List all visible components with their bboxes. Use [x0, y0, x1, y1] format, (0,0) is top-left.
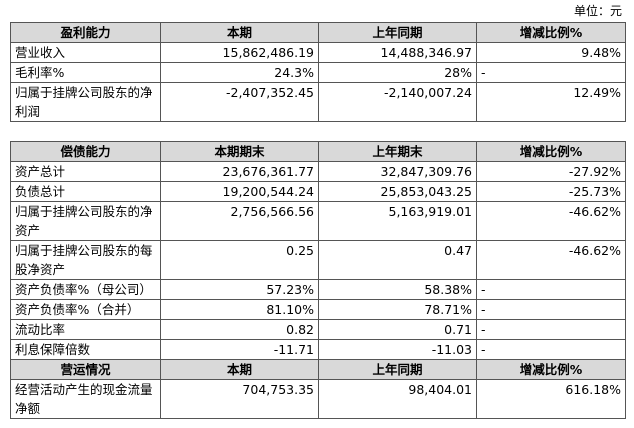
value-cell: 19,200,544.24 — [160, 181, 319, 202]
header-cell: 本期 — [160, 22, 319, 43]
value-cell: 78.71% — [318, 299, 477, 320]
value-cell: - — [476, 299, 626, 320]
data-row: 资产负债率%（合并） 81.10% 78.71% - — [10, 299, 626, 320]
unit-note: 单位：元 — [573, 4, 622, 18]
row-label: 利息保障倍数 — [10, 339, 161, 360]
value-cell: -46.62% — [476, 201, 626, 241]
value-cell: -2,140,007.24 — [318, 82, 477, 122]
value-cell: 5,163,919.01 — [318, 201, 477, 241]
value-cell: 25,853,043.25 — [318, 181, 477, 202]
row-label: 归属于挂牌公司股东的净利润 — [10, 82, 161, 122]
value-cell: -11.03 — [318, 339, 477, 360]
value-cell: 0.25 — [160, 240, 319, 280]
row-label: 流动比率 — [10, 319, 161, 340]
value-cell: 32,847,309.76 — [318, 161, 477, 182]
header-cell: 增减比例% — [476, 141, 626, 162]
header-cell: 增减比例% — [476, 359, 626, 380]
value-cell: 81.10% — [160, 299, 319, 320]
data-row: 经营活动产生的现金流量净额 704,753.35 98,404.01 616.18% — [10, 379, 626, 419]
header-row: 营运情况 本期 上年同期 增减比例% — [10, 359, 626, 380]
value-cell: -46.62% — [476, 240, 626, 280]
row-label: 资产总计 — [10, 161, 161, 182]
data-row: 流动比率 0.82 0.71- — [10, 319, 626, 340]
data-row: 利息保障倍数 -11.71 -11.03- — [10, 339, 626, 360]
row-label: 归属于挂牌公司股东的净资产 — [10, 201, 161, 241]
row-label: 资产负债率%（合并） — [10, 299, 161, 320]
value-cell: 0.71 — [318, 319, 477, 340]
row-label: 负债总计 — [10, 181, 161, 202]
data-row: 归属于挂牌公司股东的净利润 -2,407,352.45 -2,140,007.24 1… — [10, 82, 626, 122]
header-row: 偿债能力 本期期末 上年期末 增减比例% — [10, 141, 626, 162]
value-cell: 98,404.01 — [318, 379, 477, 419]
header-cell: 上年期末 — [318, 141, 477, 162]
value-cell: 24.3% — [160, 62, 319, 83]
data-row: 资产总计 23,676,361.77 32,847,309.76 -27.92% — [10, 161, 626, 182]
value-cell: 15,862,486.19 — [160, 42, 319, 63]
value-cell: 57.23% — [160, 279, 319, 300]
value-cell: 9.48% — [476, 42, 626, 63]
data-row: 负债总计 19,200,544.24 25,853,043.25 -25.73% — [10, 181, 626, 202]
header-cell: 增减比例% — [476, 22, 626, 43]
value-cell: 58.38% — [318, 279, 477, 300]
value-cell: 12.49% — [476, 82, 626, 122]
value-cell: 704,753.35 — [160, 379, 319, 419]
value-cell: -11.71 — [160, 339, 319, 360]
data-row: 营业收入 15,862,486.19 14,488,346.97 9.48% — [10, 42, 626, 63]
data-row: 归属于挂牌公司股东的净资产 2,756,566.56 5,163,919.01 -46… — [10, 201, 626, 241]
value-cell: - — [476, 319, 626, 340]
value-cell: -27.92% — [476, 161, 626, 182]
value-cell: 14,488,346.97 — [318, 42, 477, 63]
header-cell: 偿债能力 — [10, 141, 161, 162]
row-label: 经营活动产生的现金流量净额 — [10, 379, 161, 419]
data-row: 资产负债率%（母公司） 57.23% 58.38% - — [10, 279, 626, 300]
value-cell: 0.82 — [160, 319, 319, 340]
value-cell: 23,676,361.77 — [160, 161, 319, 182]
header-cell: 营运情况 — [10, 359, 161, 380]
value-cell: - — [476, 339, 626, 360]
header-cell: 盈利能力 — [10, 22, 161, 43]
data-row: 归属于挂牌公司股东的每股净资产 0.25 0.47 -46.62% — [10, 240, 626, 280]
profitability-table: 盈利能力 本期 上年同期 增减比例% 营业收入 15,862,486.19 14,488,3… — [10, 22, 626, 122]
value-cell: 2,756,566.56 — [160, 201, 319, 241]
header-cell: 上年同期 — [318, 22, 477, 43]
header-cell: 本期期末 — [160, 141, 319, 162]
header-cell: 本期 — [160, 359, 319, 380]
solvency-table: 偿债能力 本期期末 上年期末 增减比例% 资产总计 23,676,361.77 32,847… — [10, 141, 626, 419]
header-row: 盈利能力 本期 上年同期 增减比例% — [10, 22, 626, 43]
row-label: 资产负债率%（母公司） — [10, 279, 161, 300]
row-label: 毛利率% — [10, 62, 161, 83]
row-label: 归属于挂牌公司股东的每股净资产 — [10, 240, 161, 280]
row-label: 营业收入 — [10, 42, 161, 63]
value-cell: 28% — [318, 62, 477, 83]
value-cell: -25.73% — [476, 181, 626, 202]
header-cell: 上年同期 — [318, 359, 477, 380]
value-cell: -2,407,352.45 — [160, 82, 319, 122]
data-row: 毛利率% 24.3% 28% - — [10, 62, 626, 83]
value-cell: 0.47 — [318, 240, 477, 280]
value-cell: - — [476, 62, 626, 83]
value-cell: - — [476, 279, 626, 300]
value-cell: 616.18% — [476, 379, 626, 419]
